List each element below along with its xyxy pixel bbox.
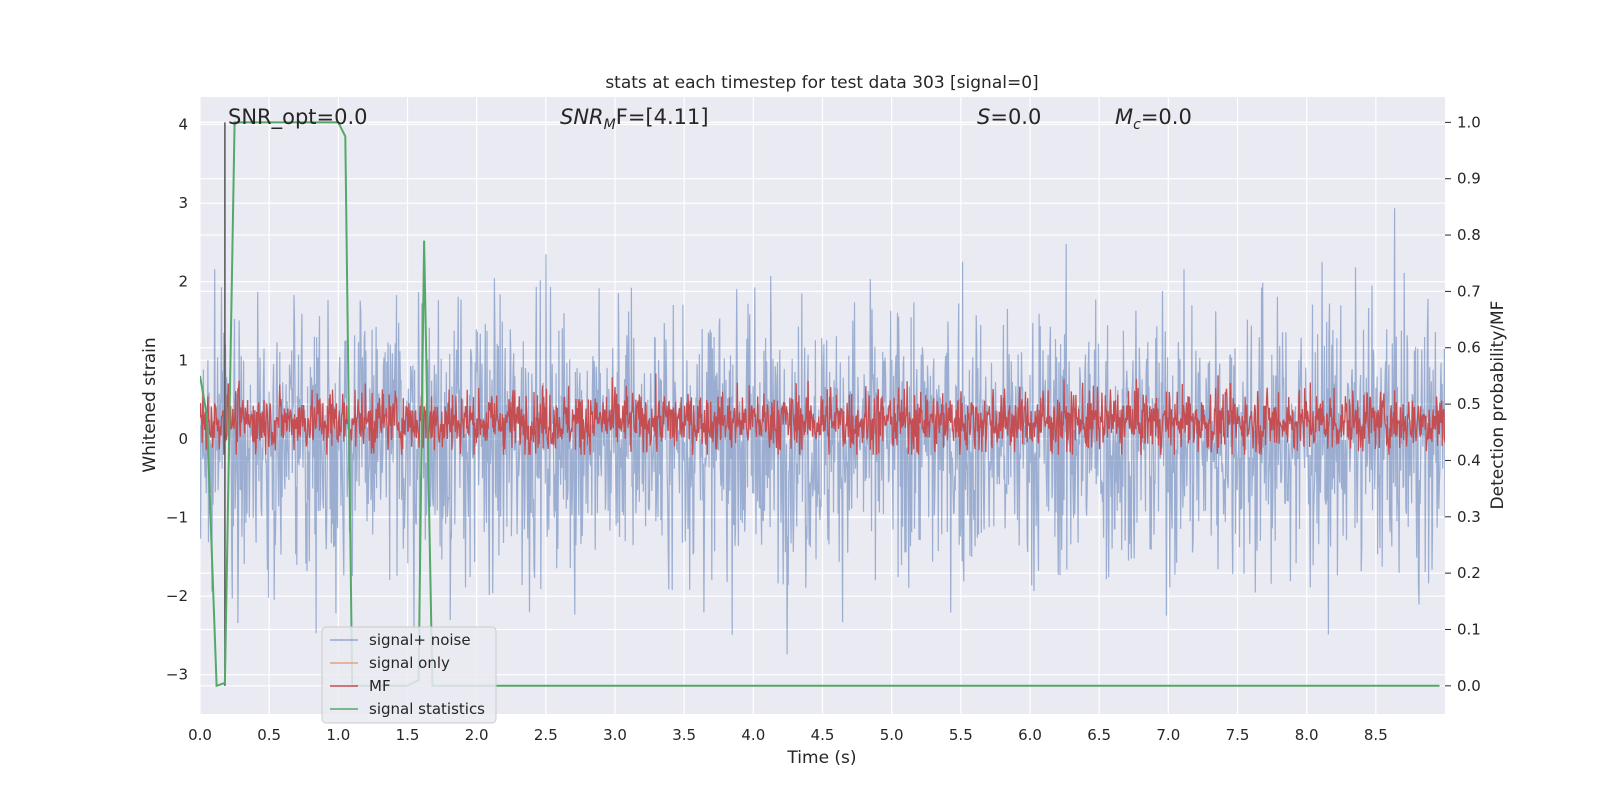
legend: signal+ noise signal only MF signal stat… — [321, 626, 497, 724]
series-signal-noise — [200, 208, 1445, 655]
right-y-tick-label: 1.0 — [1457, 113, 1481, 131]
x-tick-label: 0.5 — [257, 726, 281, 744]
series-mf — [200, 373, 1445, 455]
x-tick-label: 6.5 — [1087, 726, 1111, 744]
x-tick-label: 7.5 — [1226, 726, 1250, 744]
right-y-tick-label: 0.8 — [1457, 226, 1481, 244]
x-tick-labels: 0.0 0.5 1.0 1.5 2.0 2.5 3.0 3.5 4.0 4.5 5.0 5.5 6.0 6… — [188, 726, 1388, 744]
y-tick-label: 2 — [178, 273, 188, 291]
y-tick-label: −3 — [166, 666, 188, 684]
legend-label: MF — [369, 677, 391, 695]
right-y-tick-label: 0.5 — [1457, 395, 1481, 413]
snr-mf-annotation: SNRMF=[4.11] — [560, 105, 709, 133]
x-axis-label: Time (s) — [786, 748, 856, 768]
x-tick-label: 4.0 — [741, 726, 765, 744]
right-y-tick-label: 0.7 — [1457, 282, 1481, 300]
x-tick-label: 1.0 — [326, 726, 350, 744]
chart-title: stats at each timestep for test data 303… — [605, 73, 1038, 93]
y-axis-label: Whitened strain — [140, 337, 160, 472]
legend-label: signal+ noise — [369, 631, 471, 649]
x-tick-label: 4.5 — [811, 726, 835, 744]
legend-item: MF — [330, 677, 391, 695]
x-tick-label: 8.0 — [1295, 726, 1319, 744]
y-tick-label: −1 — [166, 509, 188, 527]
right-y-axis-label: Detection probability/MF — [1488, 301, 1508, 510]
right-y-tick-labels: 0.0 0.1 0.2 0.3 0.4 0.5 0.6 0.7 0.8 0.9 1.0 — [1445, 113, 1481, 695]
x-tick-label: 5.0 — [880, 726, 904, 744]
right-y-tick-label: 0.9 — [1457, 170, 1481, 188]
legend-label: signal only — [369, 654, 450, 672]
legend-item: signal+ noise — [330, 631, 471, 649]
right-y-tick-label: 0.0 — [1457, 677, 1481, 695]
right-y-tick-label: 0.2 — [1457, 564, 1481, 582]
x-tick-label: 3.5 — [672, 726, 696, 744]
y-tick-labels: −3 −2 −1 0 1 2 3 4 — [166, 116, 188, 684]
x-tick-label: 5.5 — [949, 726, 973, 744]
x-tick-label: 7.0 — [1156, 726, 1180, 744]
right-y-tick-label: 0.3 — [1457, 508, 1481, 526]
y-tick-label: 1 — [178, 351, 188, 369]
legend-box — [321, 626, 497, 724]
y-tick-label: 3 — [178, 194, 188, 212]
x-tick-label: 1.5 — [396, 726, 420, 744]
mc-annotation: Mc=0.0 — [1115, 105, 1192, 133]
x-tick-label: 6.0 — [1018, 726, 1042, 744]
y-tick-label: −2 — [166, 587, 188, 605]
x-tick-label: 8.5 — [1364, 726, 1388, 744]
y-tick-label: 4 — [178, 116, 188, 134]
x-tick-label: 0.0 — [188, 726, 212, 744]
x-tick-label: 2.0 — [465, 726, 489, 744]
legend-item: signal statistics — [330, 700, 485, 718]
right-y-tick-label: 0.4 — [1457, 451, 1481, 469]
s-annotation: S=0.0 — [977, 105, 1041, 129]
right-y-tick-label: 0.6 — [1457, 339, 1481, 357]
x-tick-label: 3.0 — [603, 726, 627, 744]
snr-opt-annotation: SNR_opt=0.0 — [228, 105, 368, 130]
legend-item: signal only — [330, 654, 450, 672]
y-tick-label: 0 — [178, 430, 188, 448]
x-tick-label: 2.5 — [534, 726, 558, 744]
legend-label: signal statistics — [369, 700, 485, 718]
right-y-tick-label: 0.1 — [1457, 620, 1481, 638]
